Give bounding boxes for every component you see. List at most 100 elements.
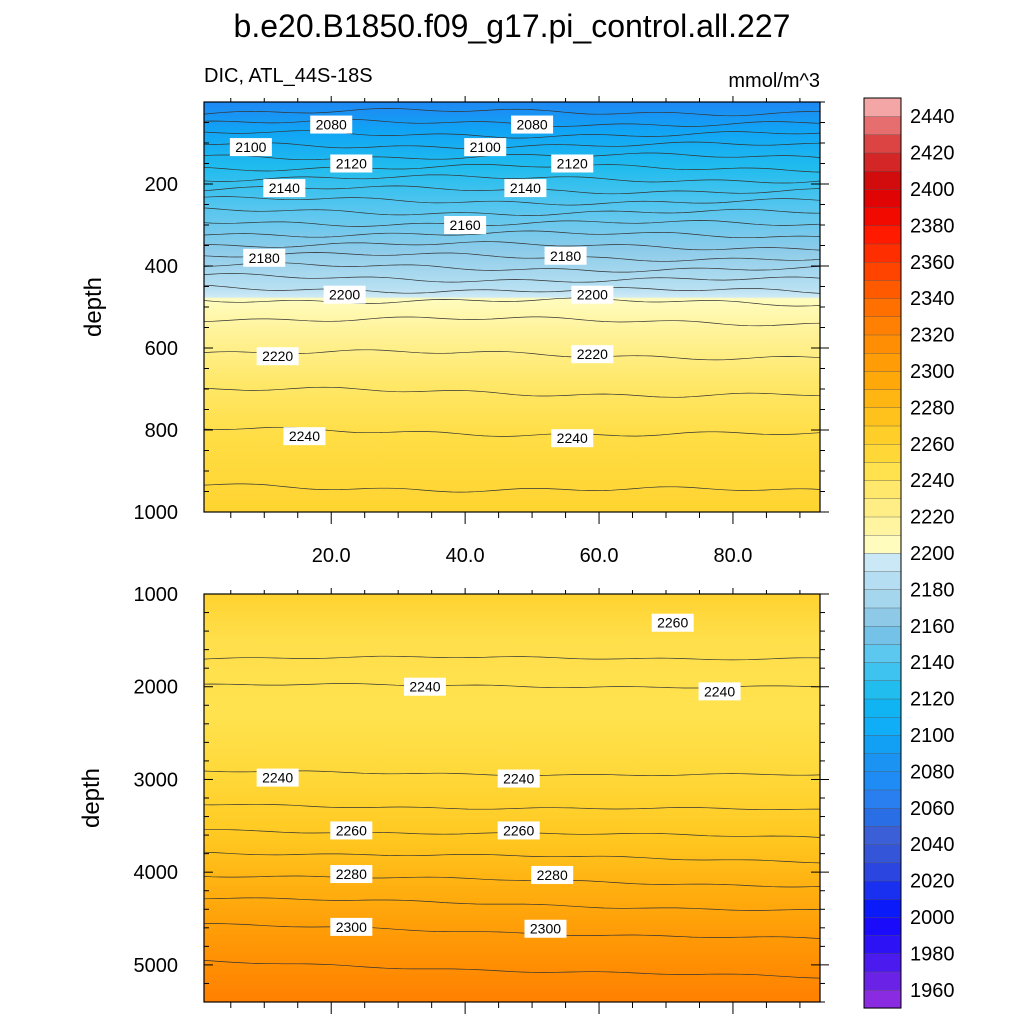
colorbar-swatch <box>863 898 902 918</box>
colorbar-label: 2380 <box>910 215 955 237</box>
y-tick-label: 5000 <box>134 955 179 977</box>
colorbar-label: 2320 <box>910 325 955 347</box>
contour-line <box>203 196 821 206</box>
colorbar-swatch <box>863 243 902 263</box>
colorbar-swatch <box>863 334 902 354</box>
contour-label-box <box>256 768 299 787</box>
contour-label: 2200 <box>329 287 360 303</box>
contour-label-box <box>551 154 594 173</box>
y-tick-label: 1000 <box>134 584 179 606</box>
contour-label-box <box>511 115 554 134</box>
colorbar-swatch <box>863 170 902 190</box>
contour-label: 2220 <box>577 346 608 362</box>
contour-label-box <box>524 919 567 938</box>
x-tick-label: 40.0 <box>446 545 485 567</box>
contour-line <box>203 220 821 227</box>
contour-label-box <box>571 285 614 304</box>
colorbar-label: 2360 <box>910 252 955 274</box>
contour-label: 2140 <box>510 180 541 196</box>
colorbar-swatch <box>863 643 902 663</box>
colorbar-label: 2400 <box>910 179 955 201</box>
colorbar-swatch <box>863 862 902 882</box>
colorbar-swatch <box>863 935 902 955</box>
colorbar-label: 1980 <box>910 943 955 965</box>
colorbar-swatch <box>863 844 902 864</box>
colorbar-label: 2220 <box>910 507 955 529</box>
contour-label-box <box>571 345 614 364</box>
colorbar-swatch <box>863 443 902 463</box>
top-panel-contour-labels: 2080 2080 2100 2100 2120 2120 2140 2140 2160 2180… <box>229 115 614 448</box>
colorbar-swatch <box>863 225 902 245</box>
contour-label-box <box>310 115 353 134</box>
colorbar-swatch <box>863 115 902 135</box>
variable-region-label: DIC, ATL_44S-18S <box>204 65 373 87</box>
contour-label: 2080 <box>517 117 548 133</box>
contour-line <box>203 386 821 398</box>
colorbar-label: 2000 <box>910 907 955 929</box>
bottom-panel-contours <box>203 655 821 979</box>
colorbar-swatch <box>863 916 902 936</box>
colorbar-label: 2440 <box>910 106 955 128</box>
y-tick-label: 200 <box>145 174 178 196</box>
colorbar-label: 2140 <box>910 652 955 674</box>
contour-line <box>203 108 821 117</box>
colorbar-swatch <box>863 352 902 372</box>
contour-label-box <box>283 427 326 446</box>
colorbar-swatch <box>863 971 902 991</box>
colorbar-swatch <box>863 370 902 390</box>
top-y-axis-title: depth <box>80 277 107 337</box>
contour-line <box>203 262 821 273</box>
chart-title: b.e20.B1850.f09_g17.pi_control.all.227 <box>234 8 791 44</box>
contour-line <box>204 923 821 939</box>
contour-label: 2240 <box>503 771 534 787</box>
colorbar-swatch <box>863 789 902 809</box>
contour-line <box>203 141 821 150</box>
contour-line <box>203 851 821 864</box>
colorbar-swatch <box>863 425 902 445</box>
contour-label: 2080 <box>316 117 347 133</box>
colorbar-swatch <box>863 825 902 845</box>
contour-label-box <box>698 682 741 701</box>
contour-label: 2120 <box>557 156 588 172</box>
contour-line <box>203 349 821 361</box>
contour-line <box>203 655 821 661</box>
top-x-axis: 20.0 40.0 60.0 80.0 <box>230 96 801 567</box>
contour-label: 2220 <box>262 348 293 364</box>
contour-line <box>203 130 821 139</box>
top-y-axis: 200 400 600 800 1000 <box>134 101 829 524</box>
contour-label: 2160 <box>450 217 481 233</box>
colorbar-swatch <box>863 880 902 900</box>
contour-label-box <box>464 138 507 157</box>
contour-line <box>203 164 821 173</box>
contour-label: 2240 <box>289 428 320 444</box>
contour-label-box <box>544 246 587 265</box>
y-tick-label: 800 <box>145 420 178 442</box>
colorbar-swatch <box>863 516 902 536</box>
colorbar-label: 2040 <box>910 834 955 856</box>
colorbar-swatch <box>863 206 902 226</box>
colorbar-swatch <box>863 771 902 791</box>
contour-label-box <box>263 179 306 198</box>
contour-line <box>203 316 821 327</box>
colorbar-swatch <box>863 407 902 427</box>
colorbar-swatch <box>863 571 902 591</box>
contour-label: 2140 <box>269 180 300 196</box>
contour-label-box <box>504 179 547 198</box>
bottom-panel-field <box>204 594 820 1002</box>
contour-label-box <box>403 677 446 696</box>
contour-label: 2260 <box>503 822 534 838</box>
colorbar-label: 2200 <box>910 543 955 565</box>
colorbar-swatch <box>863 480 902 500</box>
colorbar-swatch <box>863 607 902 627</box>
contour-line <box>203 241 821 251</box>
contour-label: 2260 <box>336 822 367 838</box>
colorbar-label: 2240 <box>910 470 955 492</box>
colorbar-swatch <box>863 953 902 973</box>
contour-label: 2300 <box>336 919 367 935</box>
y-tick-label: 1000 <box>134 502 179 524</box>
y-tick-label: 400 <box>145 256 178 278</box>
contour-line <box>203 273 821 283</box>
contour-label: 2180 <box>550 248 581 264</box>
contour-label-box <box>444 216 487 234</box>
